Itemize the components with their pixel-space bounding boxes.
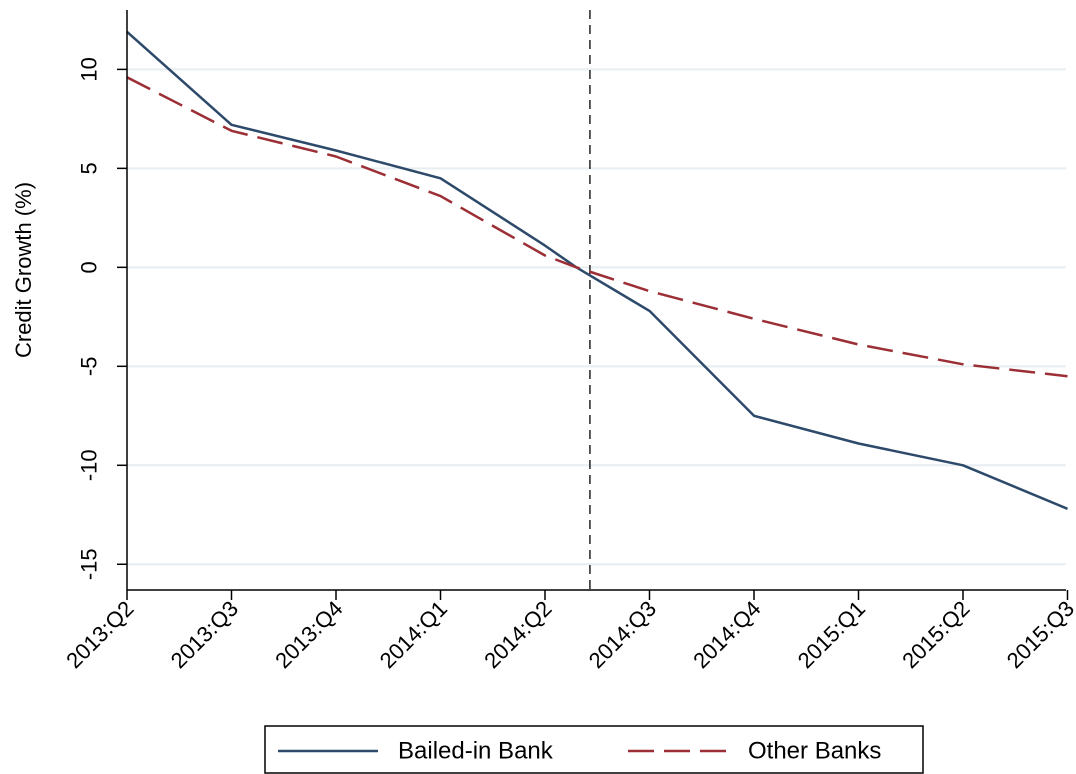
- legend-label-bailed-in-bank: Bailed-in Bank: [398, 738, 554, 765]
- y-tick-label: -5: [77, 357, 102, 377]
- y-tick-label: -15: [77, 548, 102, 580]
- series-lines: [126, 30, 1068, 510]
- gridlines: [127, 68, 1066, 566]
- series-line-other-banks: [126, 76, 1068, 378]
- legend-box: [264, 725, 924, 774]
- y-axis-title: Credit Growth (%): [11, 182, 36, 358]
- y-tick-label: 0: [77, 261, 102, 273]
- y-tick-label: 10: [77, 57, 102, 81]
- legend-label-other-banks: Other Banks: [748, 738, 881, 765]
- y-tick-label: 5: [77, 162, 102, 174]
- legend: Bailed-in Bank Other Banks: [264, 725, 924, 774]
- y-tick-label: -10: [77, 449, 102, 481]
